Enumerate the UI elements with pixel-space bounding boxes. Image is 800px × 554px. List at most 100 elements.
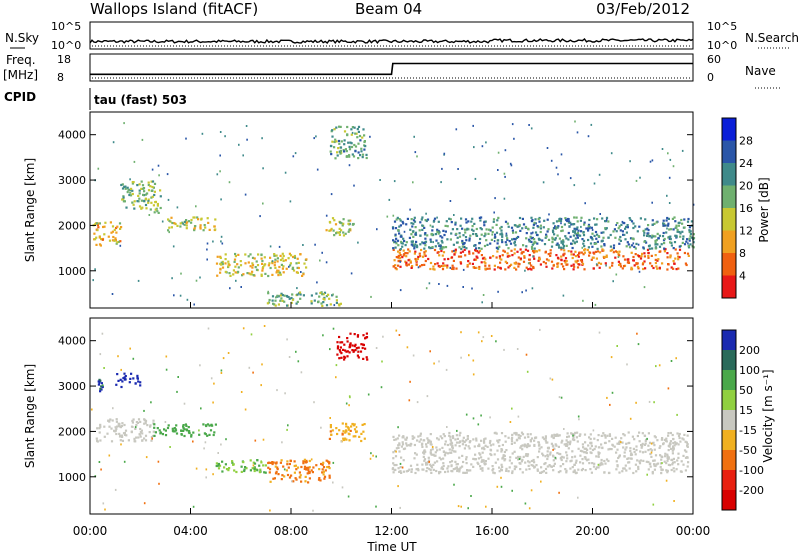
cell (490, 335, 493, 337)
cell (275, 462, 278, 465)
cell (411, 240, 414, 243)
cell (418, 229, 421, 232)
cell (577, 234, 580, 237)
cell (176, 224, 179, 227)
cell (224, 463, 227, 466)
cell (144, 422, 147, 425)
cell (544, 236, 547, 239)
cell (521, 444, 524, 447)
cell (480, 414, 482, 417)
cell (538, 220, 541, 223)
cell (163, 428, 166, 431)
freq-left-tick-top: 18 (57, 53, 71, 66)
cell (293, 256, 297, 259)
cell (682, 438, 685, 441)
cell (492, 218, 496, 221)
cell (535, 250, 538, 253)
cell (240, 470, 243, 473)
cell (190, 221, 193, 224)
cell (185, 222, 188, 225)
cell (674, 443, 677, 446)
cell (625, 225, 628, 228)
cell (573, 216, 576, 219)
cell (576, 266, 580, 269)
cell (261, 137, 263, 140)
cell (359, 154, 362, 157)
cell (587, 246, 590, 249)
cell (542, 226, 545, 229)
cell (400, 242, 403, 245)
cell (560, 222, 562, 225)
cell (588, 436, 591, 439)
cell (221, 263, 224, 266)
cell (320, 302, 323, 305)
cell (477, 457, 480, 460)
cell (263, 256, 266, 259)
cell (276, 294, 279, 297)
cell (182, 425, 185, 428)
cell (316, 168, 319, 171)
cell (307, 481, 310, 484)
cell (124, 185, 127, 188)
cell (538, 443, 541, 446)
cell (576, 131, 579, 134)
cell (500, 468, 503, 471)
cell (546, 147, 549, 149)
cell (394, 227, 398, 230)
cell (151, 185, 154, 189)
cell (332, 293, 334, 296)
cell (339, 302, 342, 305)
cell (156, 427, 159, 430)
cell (313, 401, 315, 404)
cell (503, 450, 506, 454)
cell (555, 254, 558, 257)
cell (554, 238, 557, 241)
cell (471, 262, 474, 265)
cell (681, 222, 684, 225)
cell (502, 249, 505, 252)
cell (654, 436, 657, 439)
cell (637, 465, 640, 468)
cell (588, 462, 591, 465)
cell (400, 471, 403, 474)
cell (267, 292, 270, 295)
cell (363, 423, 366, 426)
cell (461, 250, 465, 253)
cell (115, 226, 118, 230)
cell (502, 454, 505, 457)
cell (328, 229, 331, 232)
cell (648, 247, 651, 250)
cell (528, 262, 531, 265)
cell (308, 459, 311, 463)
cell (423, 458, 427, 461)
cell (573, 241, 576, 244)
colorbar-tick: -200 (739, 484, 764, 497)
cell (115, 383, 118, 386)
cell (227, 265, 230, 268)
cell (363, 437, 366, 440)
cell (268, 471, 271, 474)
cell (107, 235, 110, 238)
cell (328, 297, 331, 300)
cell (341, 341, 344, 344)
power-plot-area (90, 112, 693, 308)
cell (692, 236, 696, 240)
cell (526, 453, 530, 456)
cell (480, 261, 483, 264)
cell (493, 240, 496, 243)
cell (644, 228, 647, 231)
cell (670, 468, 673, 472)
cell (468, 252, 471, 255)
cell (513, 465, 516, 468)
cell (508, 254, 511, 257)
cell (472, 252, 475, 255)
cell (630, 452, 633, 455)
cell (416, 155, 418, 158)
cell (110, 231, 113, 234)
cell (638, 462, 642, 465)
cell (405, 241, 408, 244)
cell (143, 199, 146, 202)
cell (597, 446, 600, 449)
cell (562, 463, 565, 466)
cell (683, 218, 686, 221)
